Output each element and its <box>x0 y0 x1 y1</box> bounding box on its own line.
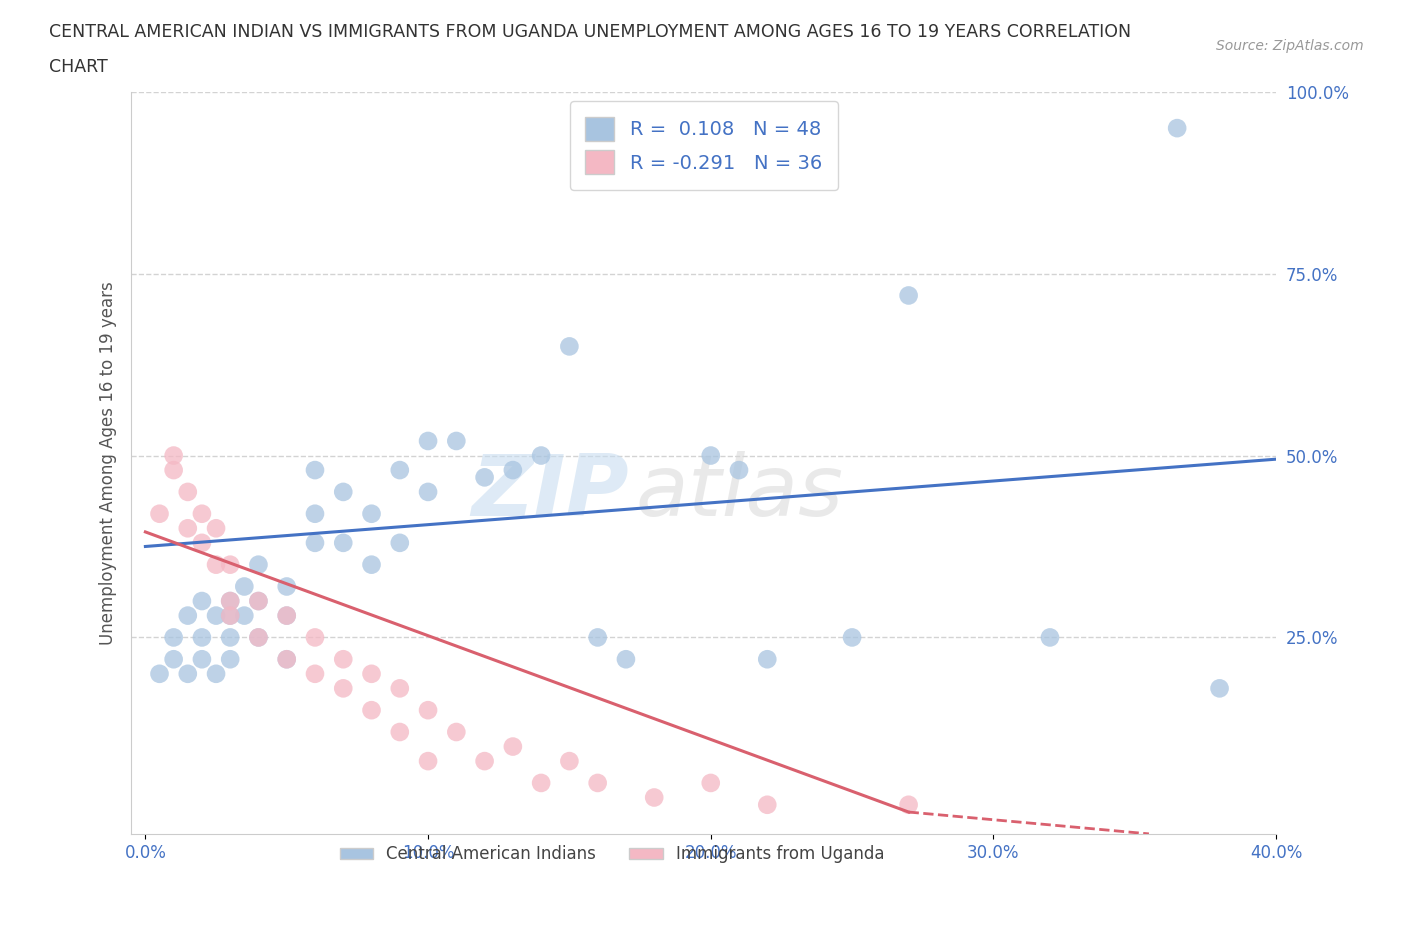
Point <box>756 652 779 667</box>
Point <box>614 652 637 667</box>
Point <box>360 703 382 718</box>
Point <box>416 753 439 768</box>
Point <box>148 667 170 682</box>
Point <box>191 630 214 644</box>
Point <box>247 630 270 644</box>
Point <box>177 521 200 536</box>
Point <box>191 593 214 608</box>
Point <box>233 608 256 623</box>
Point <box>502 462 524 477</box>
Point <box>388 536 411 551</box>
Point <box>163 630 186 644</box>
Point <box>360 506 382 521</box>
Point <box>416 485 439 499</box>
Text: ZIP: ZIP <box>471 451 630 534</box>
Point <box>304 667 326 682</box>
Point <box>756 797 779 812</box>
Point <box>332 681 354 696</box>
Point <box>586 776 609 790</box>
Point <box>148 506 170 521</box>
Point <box>1166 121 1188 136</box>
Point <box>205 521 228 536</box>
Point <box>177 667 200 682</box>
Point <box>219 557 242 572</box>
Point <box>1208 681 1230 696</box>
Point <box>332 485 354 499</box>
Point <box>558 753 581 768</box>
Point <box>446 724 468 739</box>
Point <box>219 630 242 644</box>
Point <box>247 593 270 608</box>
Point <box>219 593 242 608</box>
Point <box>530 776 553 790</box>
Point <box>247 557 270 572</box>
Point <box>388 681 411 696</box>
Point <box>416 433 439 448</box>
Point <box>304 536 326 551</box>
Point <box>276 579 298 594</box>
Point <box>700 776 723 790</box>
Point <box>177 485 200 499</box>
Point <box>219 593 242 608</box>
Point <box>163 652 186 667</box>
Point <box>474 470 496 485</box>
Text: atlas: atlas <box>636 451 844 534</box>
Point <box>219 608 242 623</box>
Point <box>219 652 242 667</box>
Point <box>191 506 214 521</box>
Point <box>502 739 524 754</box>
Point <box>586 630 609 644</box>
Point <box>191 652 214 667</box>
Point <box>219 608 242 623</box>
Point <box>700 448 723 463</box>
Point <box>643 790 665 805</box>
Text: Source: ZipAtlas.com: Source: ZipAtlas.com <box>1216 39 1364 53</box>
Text: CENTRAL AMERICAN INDIAN VS IMMIGRANTS FROM UGANDA UNEMPLOYMENT AMONG AGES 16 TO : CENTRAL AMERICAN INDIAN VS IMMIGRANTS FR… <box>49 23 1132 41</box>
Point <box>897 797 920 812</box>
Point <box>332 652 354 667</box>
Point <box>388 462 411 477</box>
Point <box>530 448 553 463</box>
Point <box>276 608 298 623</box>
Point <box>205 557 228 572</box>
Point <box>446 433 468 448</box>
Point <box>205 608 228 623</box>
Point <box>728 462 751 477</box>
Point <box>276 652 298 667</box>
Text: CHART: CHART <box>49 58 108 75</box>
Legend: Central American Indians, Immigrants from Uganda: Central American Indians, Immigrants fro… <box>333 839 891 870</box>
Point <box>558 339 581 353</box>
Point <box>247 630 270 644</box>
Point <box>177 608 200 623</box>
Point <box>304 506 326 521</box>
Point <box>416 703 439 718</box>
Point <box>841 630 863 644</box>
Point <box>897 288 920 303</box>
Point <box>205 667 228 682</box>
Point <box>247 593 270 608</box>
Point <box>191 536 214 551</box>
Point <box>332 536 354 551</box>
Point <box>360 667 382 682</box>
Y-axis label: Unemployment Among Ages 16 to 19 years: Unemployment Among Ages 16 to 19 years <box>100 281 117 644</box>
Point <box>388 724 411 739</box>
Point <box>163 448 186 463</box>
Point <box>474 753 496 768</box>
Point <box>360 557 382 572</box>
Point <box>163 462 186 477</box>
Point <box>304 462 326 477</box>
Point <box>276 652 298 667</box>
Point <box>233 579 256 594</box>
Point <box>304 630 326 644</box>
Point <box>1039 630 1062 644</box>
Point <box>276 608 298 623</box>
